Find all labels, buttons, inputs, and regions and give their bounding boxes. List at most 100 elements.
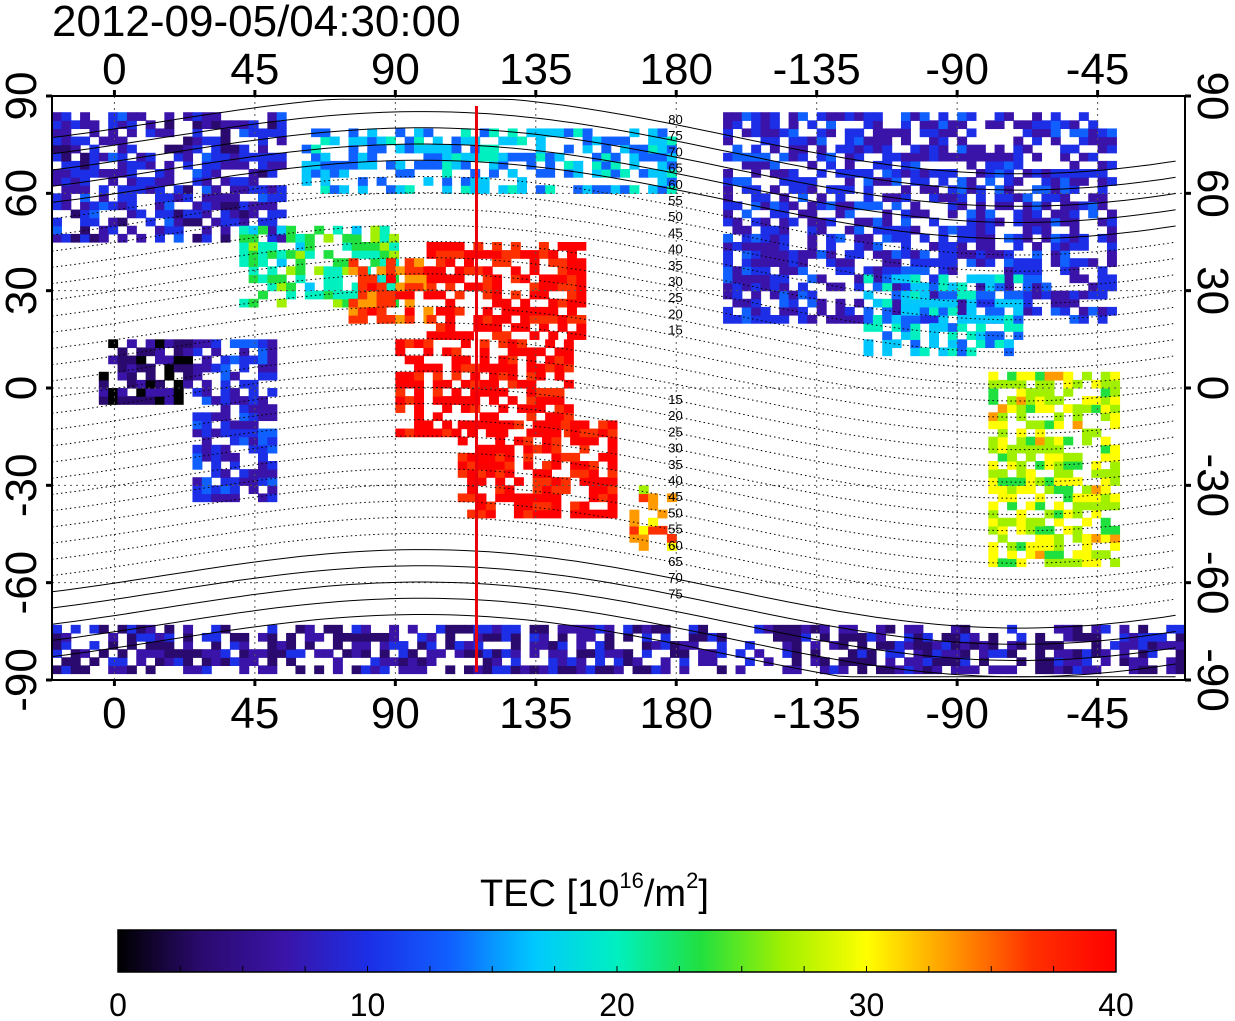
tec-cell <box>554 404 565 413</box>
tec-cell <box>816 144 827 154</box>
tec-cell <box>211 120 222 130</box>
y-tick-label-left: -60 <box>0 551 46 615</box>
tec-cell <box>145 379 156 389</box>
tec-cell <box>947 323 958 332</box>
tec-cell <box>651 665 662 675</box>
tec-cell <box>276 250 287 259</box>
contour-line <box>52 451 1176 532</box>
tec-cell <box>844 306 855 316</box>
tec-cell <box>723 201 734 211</box>
tec-cell <box>900 185 911 194</box>
tec-cell <box>779 217 790 227</box>
tec-cell <box>1082 371 1092 381</box>
tec-cell <box>1035 493 1046 503</box>
tec-cell <box>460 177 471 186</box>
tec-cell <box>763 624 774 634</box>
tec-cell <box>922 632 933 642</box>
tec-cell <box>1069 169 1080 178</box>
tec-cell <box>267 632 278 642</box>
tec-cell <box>1041 290 1052 300</box>
tec-cell <box>117 355 128 365</box>
tec-cell <box>61 128 72 138</box>
tec-cell <box>938 290 949 300</box>
tec-cell <box>882 128 893 138</box>
tec-cell <box>854 169 865 178</box>
tec-cell <box>716 665 727 675</box>
tec-cell <box>258 193 268 203</box>
tec-cell <box>1063 624 1074 634</box>
tec-cell <box>1088 169 1099 178</box>
tec-cell <box>145 363 156 373</box>
tec-cell <box>741 274 752 284</box>
tec-cell <box>872 128 883 138</box>
tec-cell <box>932 641 943 650</box>
tec-cell <box>779 177 790 186</box>
tec-cell <box>679 665 690 675</box>
tec-cell <box>520 250 531 259</box>
tec-cell <box>769 112 780 121</box>
tec-cell <box>910 169 921 178</box>
tec-cell <box>1032 274 1043 284</box>
tec-cell <box>576 274 587 284</box>
tec-cell <box>548 665 559 675</box>
tec-cell <box>741 266 752 276</box>
tec-cell <box>367 144 378 154</box>
tec-cell <box>379 258 390 267</box>
tec-cell <box>1044 388 1055 397</box>
tec-cell <box>211 339 222 349</box>
tec-cell <box>723 128 734 138</box>
tec-cell <box>1060 298 1071 308</box>
y-tick-label-left: -90 <box>0 648 46 712</box>
tec-cell <box>1063 657 1074 666</box>
tec-cell <box>922 665 933 675</box>
tec-cell <box>1063 509 1074 519</box>
tec-cell <box>332 266 343 276</box>
tec-cell <box>445 632 456 642</box>
tec-cell <box>323 274 334 284</box>
tec-cell <box>723 217 734 227</box>
tec-cell <box>570 452 581 462</box>
tec-cell <box>950 649 961 658</box>
tec-cell <box>532 509 543 519</box>
contour-label-north: 70 <box>668 144 682 159</box>
tec-cell <box>258 225 268 235</box>
tec-cell <box>395 266 406 276</box>
tec-cell <box>760 282 771 292</box>
tec-cell <box>492 624 503 634</box>
tec-cell <box>1007 665 1018 675</box>
tec-cell <box>192 477 203 486</box>
tec-cell <box>342 242 353 251</box>
tec-cell <box>173 144 184 154</box>
tec-cell <box>932 649 943 658</box>
tec-cell <box>1053 517 1064 527</box>
tec-cell <box>844 315 855 324</box>
tec-cell <box>576 665 587 675</box>
tec-cell <box>900 331 911 340</box>
tec-cell <box>510 250 521 259</box>
tec-cell <box>117 217 128 227</box>
tec-cell <box>370 665 381 675</box>
tec-cell <box>950 665 961 675</box>
tec-cell <box>1072 632 1083 642</box>
tec-cell <box>414 404 425 413</box>
tec-cell <box>451 355 462 365</box>
tec-cell <box>398 665 409 675</box>
tec-cell <box>588 469 599 478</box>
tec-cell <box>342 266 353 276</box>
tec-cell <box>1060 233 1071 243</box>
tec-cell <box>192 485 203 495</box>
tec-cell <box>183 217 194 227</box>
tec-cell <box>1007 461 1018 470</box>
tec-cell <box>479 185 490 194</box>
tec-cell <box>648 144 659 154</box>
contour-line <box>52 143 1176 223</box>
tec-cell <box>872 160 883 170</box>
tec-cell <box>563 379 574 389</box>
tec-cell <box>666 177 677 186</box>
tec-cell <box>467 420 478 430</box>
tec-cell <box>1032 242 1043 251</box>
colorbar <box>117 929 1117 973</box>
tec-cell <box>414 144 425 154</box>
tec-cell <box>485 444 496 454</box>
